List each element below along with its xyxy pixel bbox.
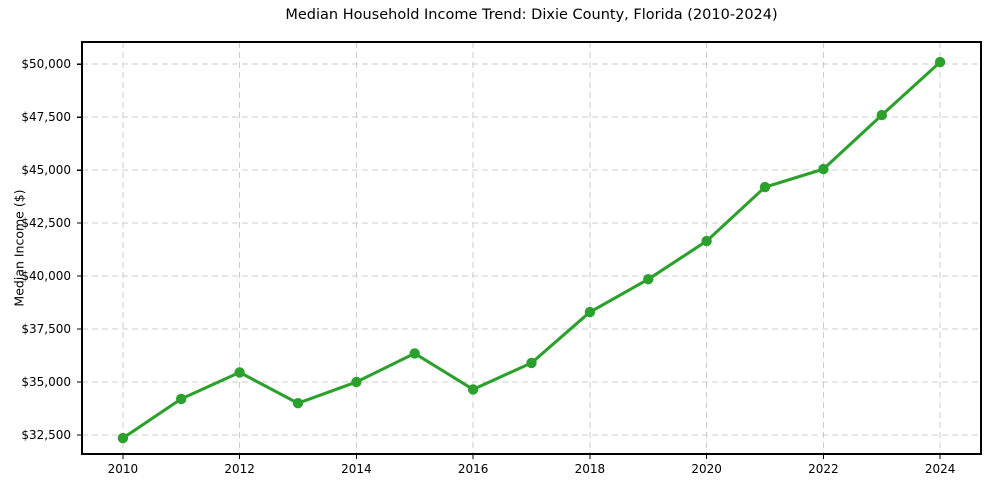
data-point-2021 [759,181,771,193]
y-axis-label: Median Income ($) [11,189,27,307]
data-point-2017 [526,357,537,369]
x-tick-label: 2016 [457,462,489,476]
x-tick-label: 2018 [574,462,606,476]
data-point-2015 [409,348,420,359]
data-point-2012 [234,367,245,378]
data-point-2010 [117,432,129,444]
x-tick-label: 2012 [224,462,255,476]
x-tick-label: 2022 [808,462,839,476]
data-point-2013 [292,398,304,409]
data-point-2023 [876,109,887,121]
x-tick-label: 2010 [107,462,139,476]
y-tick-label: $40,000 [21,269,71,284]
data-point-2024 [934,56,946,68]
data-point-2019 [643,274,654,285]
axes-border [81,41,982,455]
y-tick-label: $35,000 [21,374,71,389]
y-tick-label: $45,000 [21,163,71,178]
y-tick-label: $47,500 [21,110,71,125]
data-point-2016 [467,384,479,395]
y-tick-label: $42,500 [21,216,71,231]
plot-svg [77,41,982,459]
y-tick-label: $32,500 [21,427,71,442]
x-tick-label: 2024 [924,462,956,476]
x-tick-label: 2014 [341,462,372,476]
x-tick-label: 2020 [691,462,722,476]
chart-title: Median Household Income Trend: Dixie Cou… [285,7,778,23]
data-point-2014 [351,376,362,388]
data-point-2018 [584,306,596,318]
y-tick-label: $50,000 [21,57,71,72]
data-point-2020 [701,235,712,247]
data-point-2022 [818,163,829,175]
y-tick-label: $37,500 [21,322,71,337]
data-point-2011 [176,393,187,405]
